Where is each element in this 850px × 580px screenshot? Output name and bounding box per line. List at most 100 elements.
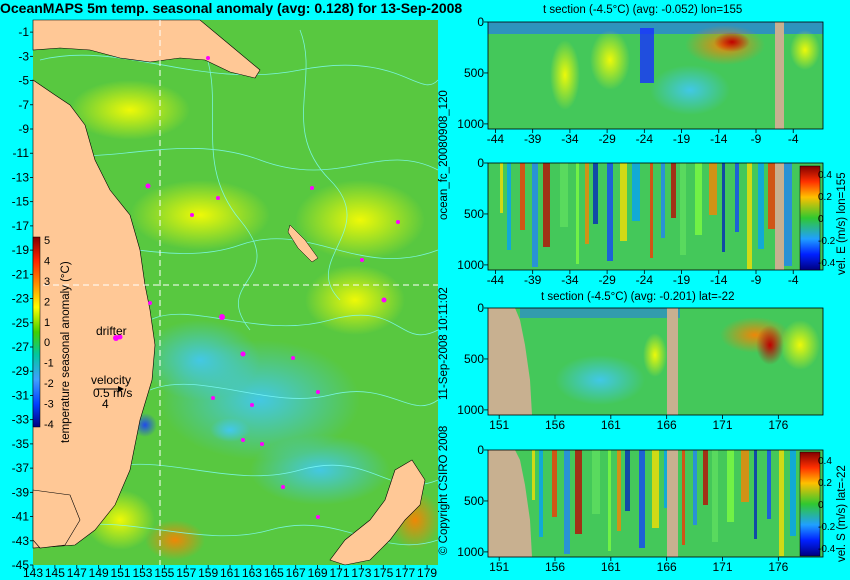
map-y-tick-label: -21 (12, 267, 30, 281)
panel-y-tick-label: 500 (464, 207, 484, 221)
map-y-tick-label: -17 (12, 219, 30, 233)
panel-title-mid: t section (-4.5°C) (avg: -0.201) lat=-22 (541, 291, 735, 303)
panel-x-tick-label: 156 (545, 418, 565, 432)
panel-x-tick-label: 176 (768, 418, 788, 432)
vel-colorbar-tick-label: -0.2 (818, 522, 836, 533)
colorbar-tick-label: -4 (44, 419, 54, 431)
panel-y-tick-label: 500 (464, 494, 484, 508)
map-x-tick-label: 171 (329, 566, 349, 580)
map-x-tick-label: 167 (286, 566, 306, 580)
vel-colorbar-tick-label: -0.4 (818, 258, 836, 269)
panel-x-tick-label: 151 (489, 418, 509, 432)
panel-x-tick-label: -14 (710, 273, 728, 287)
panel-x-tick-label: -44 (487, 273, 505, 287)
vel-colorbar-tick-label: -0.4 (818, 544, 836, 555)
velocity-stripe (790, 450, 796, 536)
map-y-tick-label: -11 (13, 146, 30, 160)
velocity-stripe (564, 450, 570, 554)
panel-y-tick-label: 0 (477, 301, 484, 315)
panel-x-tick-label: 156 (545, 560, 565, 574)
velocity-stripe (695, 163, 702, 235)
vel-colorbar-tick-label: 0.2 (818, 192, 832, 203)
map-y-tick-label: -31 (12, 388, 30, 402)
map-x-tick-label: 179 (417, 566, 437, 580)
drifter-marker-icon (113, 335, 119, 341)
velocity-stripe (575, 450, 582, 534)
velocity-stripe (620, 163, 627, 241)
panel-x-tick-label: -24 (636, 273, 654, 287)
velocity-stripe (671, 163, 676, 218)
vel-colorbar-tick-label: 0.4 (818, 456, 832, 467)
velocity-scale: 0.5 m/s (93, 386, 133, 400)
panel-y-tick-label: 0 (477, 443, 484, 457)
velocity-stripe (650, 163, 653, 258)
velocity-stripe (767, 450, 771, 519)
velocity-stripe (632, 163, 640, 221)
drifter-label: drifter (96, 324, 127, 338)
velocity-stripe (758, 163, 764, 249)
panel-x-tick-label: 176 (768, 560, 788, 574)
velocity-stripe (754, 450, 757, 539)
panel-x-tick-label: -39 (524, 132, 542, 146)
panel-x-tick-label: 166 (657, 560, 677, 574)
velocity-stripe (617, 450, 621, 531)
colorbar-tick-label: 4 (44, 255, 50, 267)
velocity-stripe (768, 163, 775, 229)
map-y-tick-label: -35 (12, 437, 30, 451)
panel-x-tick-label: -29 (598, 273, 616, 287)
map-x-tick-label: 177 (395, 566, 415, 580)
panel-y-tick-label: 0 (477, 156, 484, 170)
velocity-stripe (608, 450, 611, 551)
map-x-tick-label: 169 (308, 566, 328, 580)
map-y-tick-label: -45 (12, 558, 30, 572)
vel-colorbar-tick-label: 0.4 (818, 170, 832, 181)
panel-tsection-lon-plot (488, 22, 823, 129)
panel-title-top: t section (-4.5°C) (avg: -0.052) lon=155 (543, 4, 743, 16)
velocity-stripe (539, 450, 543, 537)
velocity-stripe (727, 450, 734, 522)
map-y-tick-label: -9 (18, 122, 29, 136)
velocity-stripe (507, 163, 511, 250)
velocity-stripe (709, 163, 717, 215)
map-x-axis: 143 145 147 149 151 153 155 157 159 161 163 165 167 1… (23, 565, 437, 580)
panel-velE-lon-plot (488, 163, 823, 270)
velocity-stripe (500, 163, 503, 213)
map-x-tick-label: 155 (154, 566, 174, 580)
map-y-tick-label: -25 (12, 316, 30, 330)
velE-label: vel. E (m/s) lon=155 (836, 172, 848, 275)
panel-x-tick-label: 161 (601, 418, 621, 432)
map-x-tick-label: 163 (242, 566, 262, 580)
map-x-tick-label: 149 (89, 566, 109, 580)
panel-x-tick-label: -9 (751, 132, 762, 146)
colorbar-tick-label: -2 (44, 378, 54, 390)
panel-x-tick-label: 171 (712, 560, 732, 574)
velocity-stripe (532, 450, 535, 500)
velocity-stripe (532, 163, 538, 267)
panel-x-tick-label: -19 (673, 132, 691, 146)
map-y-tick-label: -29 (12, 364, 30, 378)
panel-y-tick-label: 500 (464, 352, 484, 366)
velocity-stripe (652, 450, 659, 528)
velocity-stripe (592, 450, 600, 514)
velocity-stripe (543, 163, 550, 247)
colorbar-tick-label: -1 (44, 358, 54, 370)
panel-x-tick-label: 161 (601, 560, 621, 574)
panel-x-tick-label: -44 (487, 132, 505, 146)
velocity-stripe (593, 163, 598, 224)
map-plot (32, 19, 440, 566)
vel-colorbar-tick-label: -0.2 (818, 236, 836, 247)
map-x-tick-label: 159 (198, 566, 218, 580)
map-y-tick-label: -19 (12, 243, 30, 257)
velocity-stripe (703, 450, 708, 505)
colorbar-tick-label: 0 (44, 337, 50, 349)
velocity-stripe (520, 163, 525, 230)
velocity-stripe (779, 450, 784, 556)
map-x-tick-label: 143 (23, 566, 43, 580)
colorbar-tick-label: 2 (44, 296, 50, 308)
map-y-tick-label: -41 (12, 510, 30, 524)
map-y-tick-label: -37 (12, 461, 30, 475)
map-colorbar (32, 236, 41, 428)
velocity-value: 4 (102, 397, 109, 411)
map-x-tick-label: 145 (45, 566, 65, 580)
panel-x-tick-label: -4 (788, 273, 799, 287)
